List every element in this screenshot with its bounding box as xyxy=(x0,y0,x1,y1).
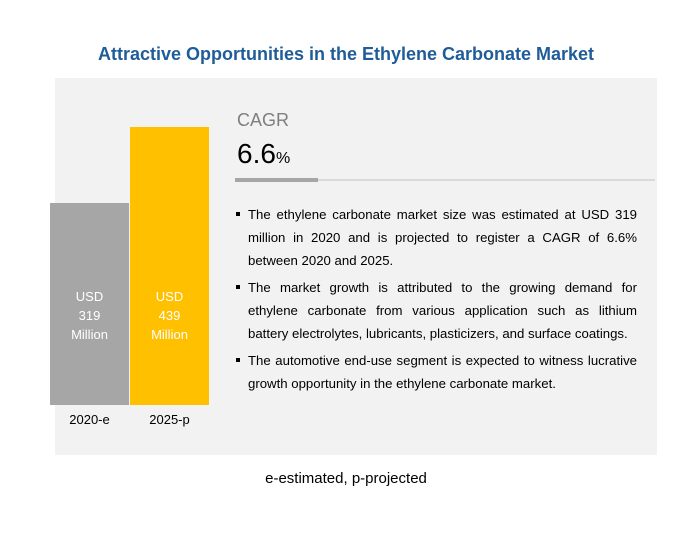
bullet-item: The ethylene carbonate market size was e… xyxy=(235,203,637,272)
cagr-unit: % xyxy=(275,150,291,167)
bar xyxy=(130,127,209,405)
x-tick-label: 2020-e xyxy=(69,412,110,427)
value-label: USD 439 Million xyxy=(151,289,188,342)
bullet-item: The market growth is attributed to the g… xyxy=(235,276,637,345)
value-label: USD 319 Million xyxy=(71,289,108,342)
divider xyxy=(235,179,655,181)
bar xyxy=(50,203,129,405)
cagr-label: CAGR xyxy=(237,110,290,130)
x-tick-label: 2025-p xyxy=(149,412,190,427)
chart-title: Attractive Opportunities in the Ethylene… xyxy=(97,44,595,64)
bullet-list: The ethylene carbonate market size was e… xyxy=(235,203,637,399)
divider-accent xyxy=(235,178,318,182)
footnote: e-estimated, p-projected xyxy=(265,470,427,487)
cagr-number: 6.6 xyxy=(237,138,276,169)
cagr-value: 6.6% xyxy=(237,138,290,170)
bullet-item: The automotive end-use segment is expect… xyxy=(235,349,637,395)
